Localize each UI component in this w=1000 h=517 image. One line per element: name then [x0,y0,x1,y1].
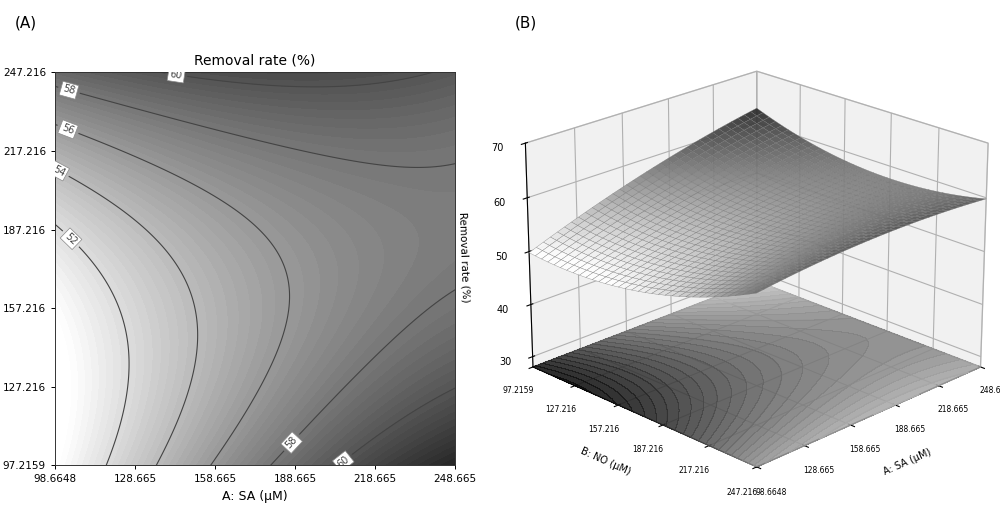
Y-axis label: B: NO (μM): B: NO (μM) [579,446,632,477]
Text: 58: 58 [62,84,76,97]
Text: (A): (A) [15,16,37,31]
Text: 54: 54 [51,163,67,178]
Text: 60: 60 [335,453,351,469]
X-axis label: A: SA (μM): A: SA (μM) [222,490,288,503]
Text: 56: 56 [60,123,76,136]
Text: 52: 52 [63,231,79,247]
Title: Removal rate (%): Removal rate (%) [194,53,316,67]
Text: 58: 58 [284,435,300,451]
Text: (B): (B) [515,16,537,31]
X-axis label: A: SA (μM): A: SA (μM) [882,447,933,477]
Text: 60: 60 [169,69,183,81]
